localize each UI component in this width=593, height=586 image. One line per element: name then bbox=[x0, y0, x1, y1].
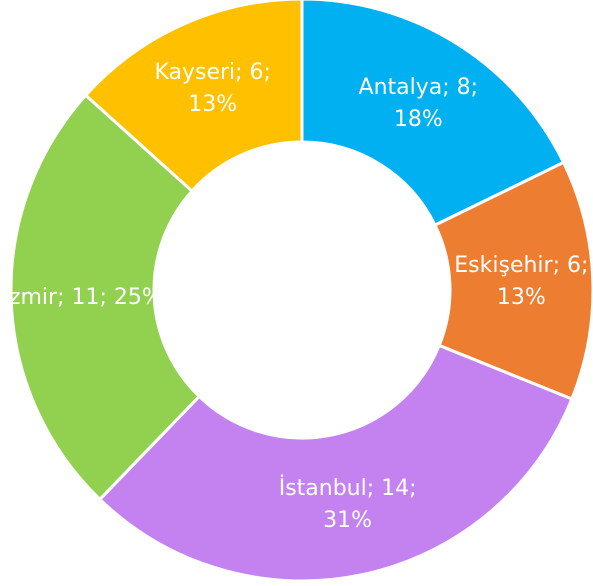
donut-slice bbox=[83, 0, 304, 194]
data-label: İstanbul; 14; 31% bbox=[278, 475, 417, 533]
donut-slice bbox=[97, 343, 574, 583]
donut-slice bbox=[300, 0, 566, 228]
data-label: Kayseri; 6; 13% bbox=[154, 60, 271, 118]
donut-slice bbox=[9, 93, 202, 502]
data-label: Eskişehir; 6; 13% bbox=[454, 253, 589, 311]
data-label: Antalya; 8; 18% bbox=[358, 74, 479, 132]
donut-slice bbox=[433, 160, 593, 401]
data-label: İzmir; 11; 25% bbox=[2, 284, 163, 310]
